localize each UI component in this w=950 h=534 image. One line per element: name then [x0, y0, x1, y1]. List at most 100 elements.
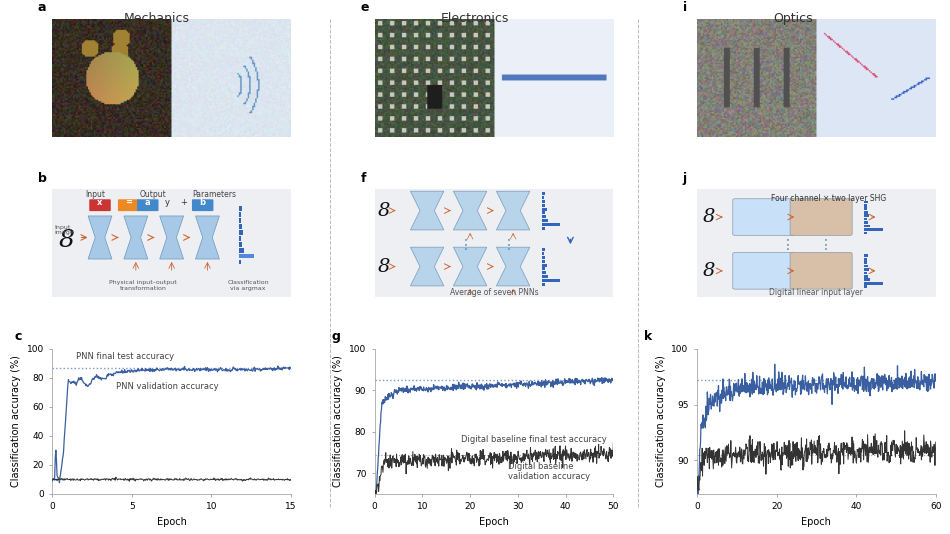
Bar: [542, 260, 545, 263]
Bar: [238, 218, 241, 223]
Text: Classification
via argmax: Classification via argmax: [227, 280, 269, 291]
Bar: [542, 283, 545, 286]
X-axis label: Epoch: Epoch: [157, 517, 186, 527]
Text: Output: Output: [139, 190, 166, 199]
Bar: [864, 221, 868, 224]
Text: Mechanics: Mechanics: [124, 12, 190, 25]
Text: +: +: [180, 198, 187, 207]
X-axis label: Epoch: Epoch: [479, 517, 509, 527]
FancyBboxPatch shape: [790, 253, 852, 289]
Bar: [542, 271, 546, 274]
Bar: [864, 275, 868, 278]
Text: Parameters: Parameters: [193, 190, 237, 199]
Bar: [238, 248, 243, 253]
Polygon shape: [88, 216, 112, 259]
Bar: [542, 264, 547, 266]
Bar: [864, 225, 870, 227]
Text: j: j: [683, 172, 687, 185]
Bar: [864, 208, 867, 210]
Text: c: c: [14, 330, 22, 343]
Text: a: a: [145, 198, 151, 207]
Bar: [864, 201, 867, 203]
Y-axis label: Classification accuracy (%): Classification accuracy (%): [656, 355, 666, 487]
Text: k: k: [644, 330, 653, 343]
Text: 8: 8: [59, 229, 74, 252]
Bar: [238, 212, 240, 217]
Polygon shape: [196, 216, 219, 259]
Bar: [542, 252, 544, 255]
Bar: [542, 275, 548, 278]
Bar: [238, 260, 241, 264]
FancyBboxPatch shape: [118, 199, 140, 211]
Polygon shape: [160, 216, 183, 259]
Bar: [542, 203, 545, 207]
Bar: [864, 228, 883, 231]
Text: ⋮: ⋮: [459, 238, 472, 252]
Bar: [542, 196, 544, 199]
Text: a: a: [38, 1, 47, 14]
Bar: [238, 254, 254, 258]
Bar: [542, 268, 545, 270]
FancyBboxPatch shape: [192, 199, 214, 211]
Polygon shape: [497, 191, 530, 230]
Bar: [864, 285, 867, 288]
Bar: [542, 219, 548, 222]
Bar: [542, 248, 545, 251]
Text: ⋮: ⋮: [819, 238, 833, 252]
Bar: [864, 268, 869, 271]
Polygon shape: [410, 247, 444, 286]
Text: Digital linear input layer: Digital linear input layer: [770, 287, 864, 296]
Bar: [864, 218, 867, 221]
Text: Optics: Optics: [773, 12, 813, 25]
Bar: [542, 279, 560, 282]
Text: y: y: [164, 198, 169, 207]
Bar: [864, 232, 867, 234]
Text: 8: 8: [703, 208, 715, 226]
Bar: [864, 279, 870, 281]
Text: =: =: [125, 198, 132, 207]
FancyBboxPatch shape: [732, 199, 795, 235]
Polygon shape: [410, 191, 444, 230]
Polygon shape: [497, 247, 530, 286]
Bar: [864, 282, 883, 285]
Bar: [864, 261, 867, 264]
Text: Input: Input: [86, 190, 105, 199]
Bar: [238, 230, 243, 235]
Text: Electronics: Electronics: [441, 12, 509, 25]
Text: Input
image: Input image: [55, 225, 74, 235]
FancyBboxPatch shape: [89, 199, 111, 211]
Bar: [864, 214, 869, 217]
Bar: [542, 208, 547, 210]
Bar: [542, 215, 546, 218]
Text: f: f: [360, 172, 366, 185]
Polygon shape: [453, 247, 486, 286]
Bar: [864, 272, 867, 274]
Text: 8: 8: [703, 262, 715, 280]
Text: b: b: [200, 198, 206, 207]
Bar: [238, 254, 254, 258]
Text: PNN final test accuracy: PNN final test accuracy: [76, 352, 174, 361]
Text: i: i: [683, 1, 687, 14]
Polygon shape: [124, 216, 148, 259]
Bar: [542, 227, 545, 230]
Text: Digital baseline final test accuracy: Digital baseline final test accuracy: [461, 435, 606, 444]
Bar: [238, 224, 241, 229]
Bar: [542, 211, 545, 215]
FancyBboxPatch shape: [790, 199, 852, 235]
Bar: [238, 236, 241, 241]
Bar: [542, 192, 545, 195]
Bar: [542, 256, 545, 259]
Text: Average of seven PNNs: Average of seven PNNs: [449, 287, 539, 296]
Bar: [238, 206, 241, 211]
Text: Digital baseline
validation accuracy: Digital baseline validation accuracy: [508, 462, 591, 482]
Bar: [864, 265, 867, 268]
Text: g: g: [332, 330, 340, 343]
Y-axis label: Classification accuracy (%): Classification accuracy (%): [11, 355, 21, 487]
FancyBboxPatch shape: [732, 253, 795, 289]
Text: Physical input–output
transformation: Physical input–output transformation: [109, 280, 177, 291]
Text: ⋮: ⋮: [502, 238, 515, 252]
Text: 8: 8: [378, 257, 390, 276]
Bar: [542, 223, 560, 226]
FancyBboxPatch shape: [137, 199, 159, 211]
Polygon shape: [453, 191, 486, 230]
